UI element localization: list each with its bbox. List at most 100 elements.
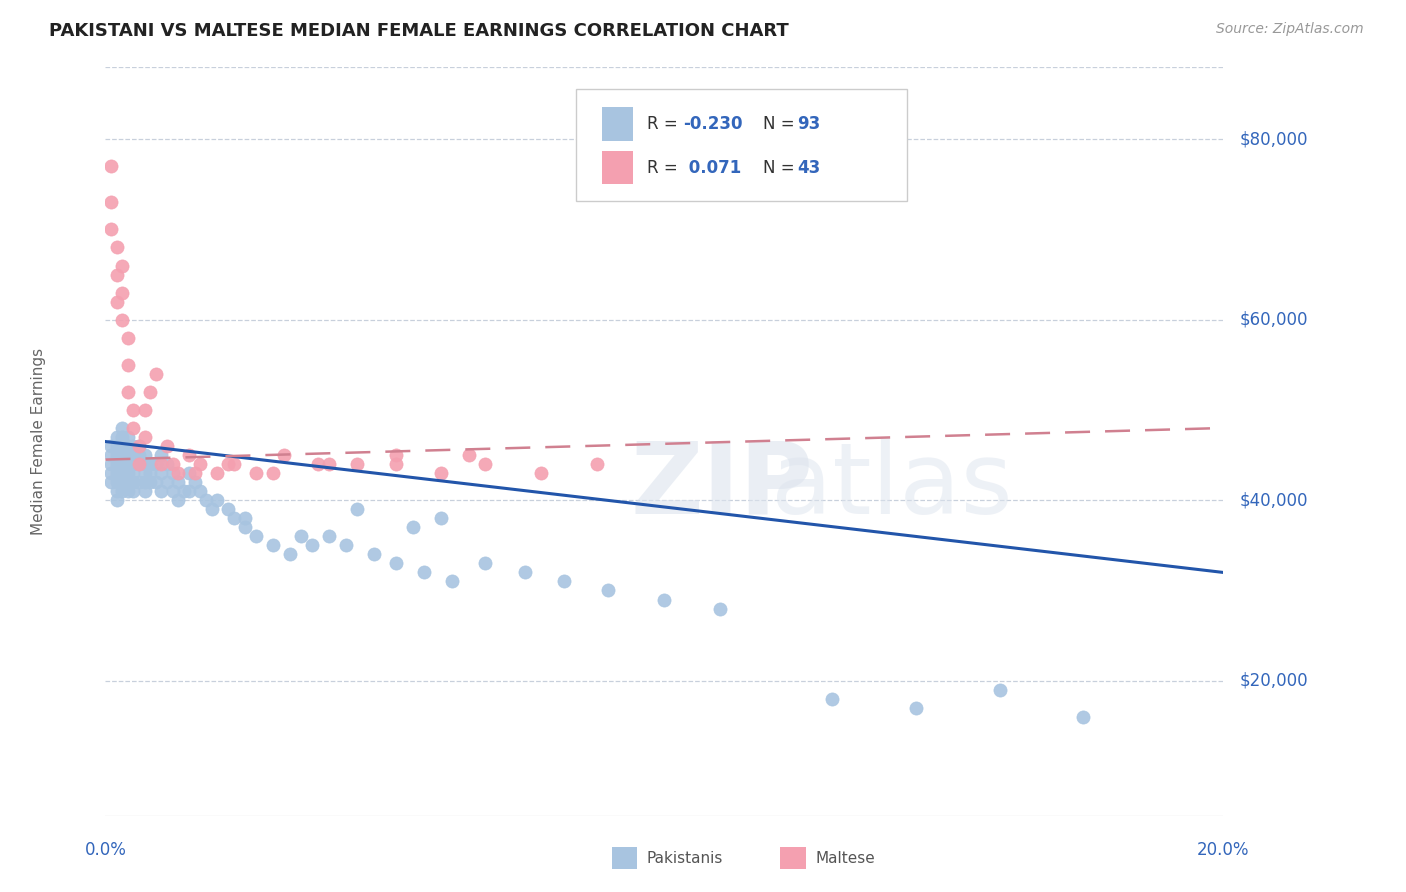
Point [117,331,139,345]
Point [117,448,139,462]
Point [346,457,368,471]
Text: 43: 43 [797,159,821,177]
Point [100,466,122,480]
Point [111,421,134,435]
Point [128,457,150,471]
Point [145,457,167,471]
Point [105,493,128,508]
Point [122,475,145,490]
Text: $60,000: $60,000 [1240,310,1309,328]
Point [217,457,239,471]
Point [105,439,128,453]
Point [457,448,479,462]
Point [363,548,385,562]
Point [233,520,256,534]
Point [128,448,150,462]
Point [430,511,453,525]
Point [173,484,195,499]
Text: $80,000: $80,000 [1240,130,1309,148]
Point [134,448,156,462]
Point [128,457,150,471]
Point [821,691,844,706]
Point [430,466,453,480]
Point [278,548,301,562]
Point [245,466,267,480]
Text: R =: R = [647,115,683,134]
Point [139,466,162,480]
Text: Pakistanis: Pakistanis [647,851,723,865]
Point [150,448,173,462]
Point [156,475,179,490]
Point [145,367,167,381]
Point [117,484,139,499]
Point [122,403,145,417]
Point [105,448,128,462]
Point [654,592,676,607]
Point [117,439,139,453]
Point [105,457,128,471]
Text: Maltese: Maltese [815,851,875,865]
Point [117,466,139,480]
Point [105,484,128,499]
Point [134,430,156,444]
Point [105,475,128,490]
Point [190,457,212,471]
Point [128,475,150,490]
Point [207,466,229,480]
Point [128,439,150,453]
Point [335,538,357,552]
Point [301,538,323,552]
Point [122,448,145,462]
Point [100,448,122,462]
Point [111,430,134,444]
Point [105,240,128,254]
Text: ZIP: ZIP [631,438,814,535]
Point [233,511,256,525]
Point [117,475,139,490]
Point [179,448,201,462]
Point [117,457,139,471]
Point [117,430,139,444]
Point [167,493,190,508]
Text: 20.0%: 20.0% [1197,841,1250,860]
Point [139,457,162,471]
Text: 93: 93 [797,115,821,134]
Point [513,566,536,580]
Point [385,457,408,471]
Point [117,358,139,372]
Point [162,466,184,480]
Point [117,384,139,399]
Point [184,475,207,490]
Point [134,403,156,417]
Text: $20,000: $20,000 [1240,672,1309,690]
Point [111,439,134,453]
Point [156,439,179,453]
Point [139,475,162,490]
Point [184,466,207,480]
Point [150,457,173,471]
Point [190,484,212,499]
Point [245,529,267,543]
Point [162,457,184,471]
Point [111,259,134,273]
Point [1073,710,1095,724]
Point [122,484,145,499]
Text: Source: ZipAtlas.com: Source: ZipAtlas.com [1216,22,1364,37]
Point [530,466,553,480]
Point [167,466,190,480]
Point [440,574,463,589]
Point [100,222,122,236]
Point [105,294,128,309]
Point [111,457,134,471]
Point [111,484,134,499]
Point [134,484,156,499]
Point [262,538,284,552]
Point [598,583,620,598]
Point [100,195,122,210]
Point [207,493,229,508]
Point [134,457,156,471]
Point [217,502,239,516]
Point [222,457,245,471]
Point [179,484,201,499]
Point [402,520,425,534]
